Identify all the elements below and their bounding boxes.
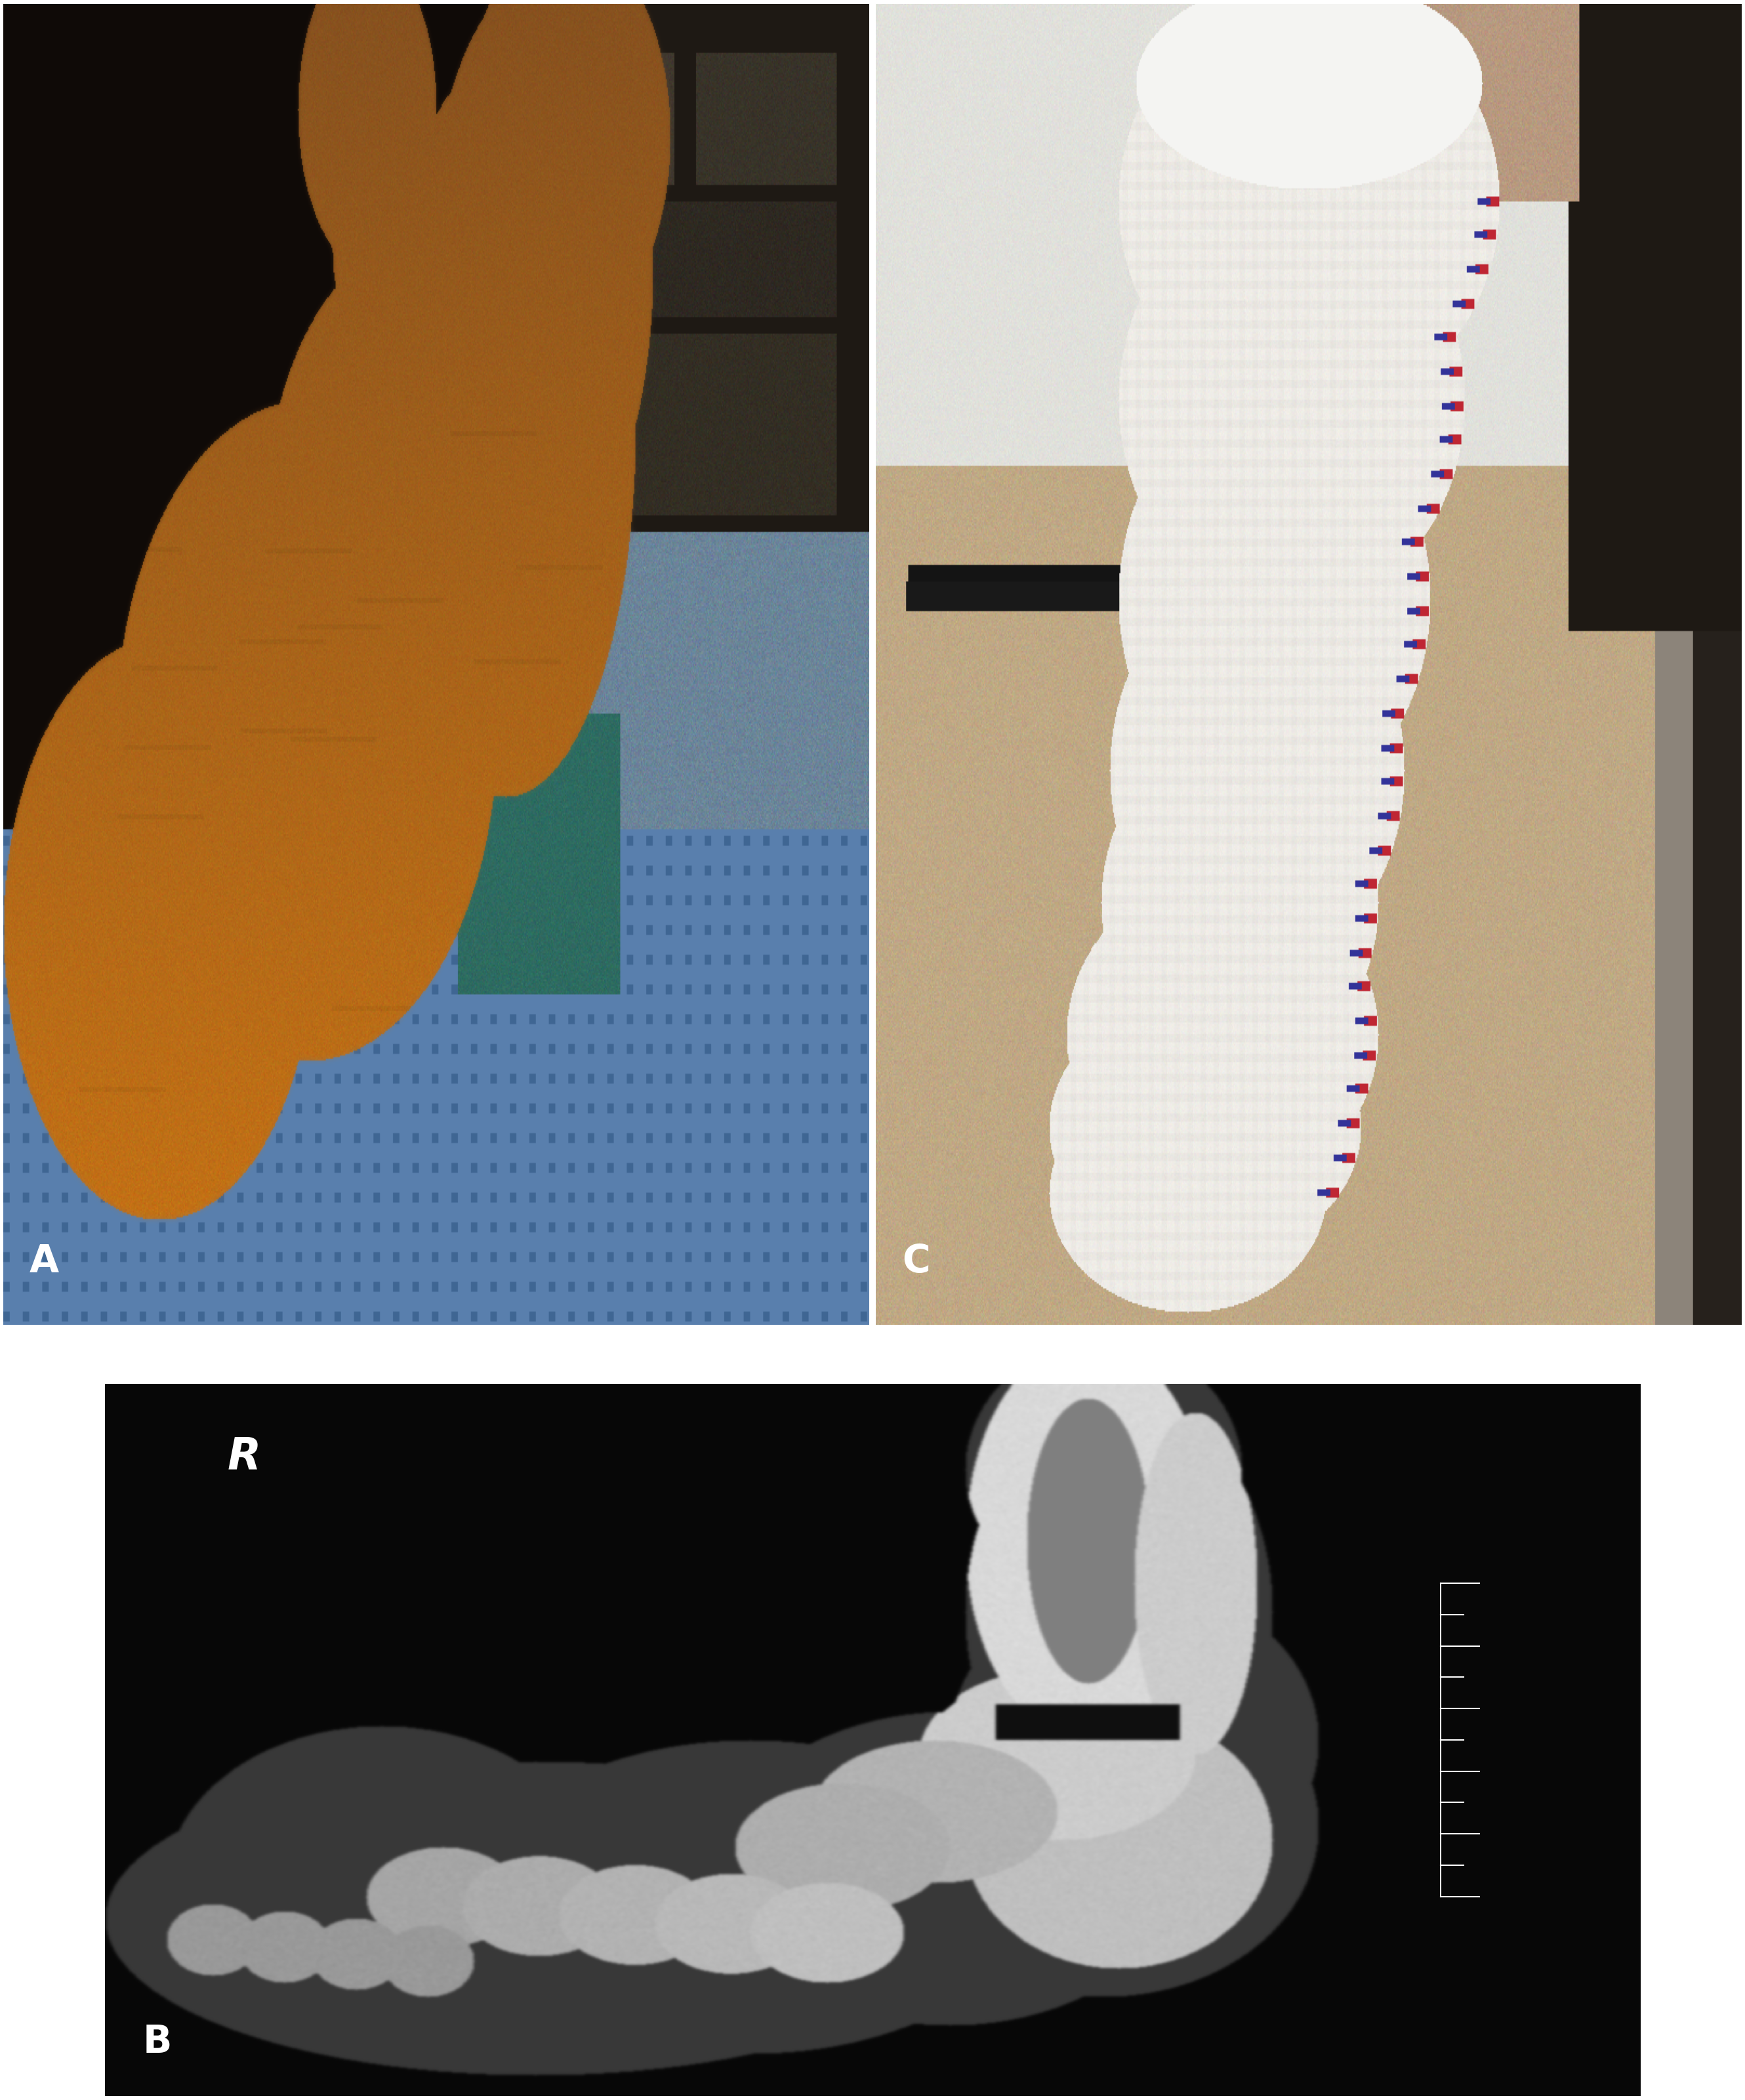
Text: R: R [227,1434,262,1478]
Text: B: B [143,2024,173,2060]
Text: A: A [30,1243,59,1281]
Text: C: C [902,1243,930,1281]
